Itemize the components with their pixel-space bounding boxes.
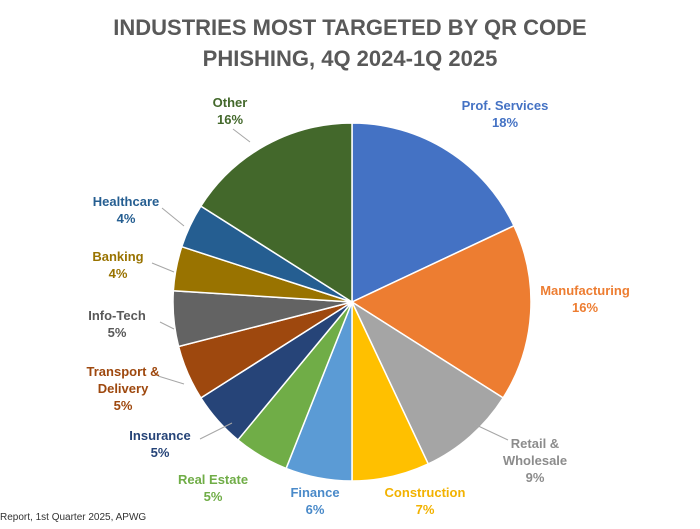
slice-name-line: Retail &: [511, 436, 559, 451]
slice-name-line: Transport &: [87, 364, 160, 379]
slice-name-line: Healthcare: [93, 194, 159, 209]
slice-name-line: Wholesale: [503, 453, 567, 468]
slice-percent: 18%: [492, 115, 518, 130]
slice-label-manufacturing: Manufacturing 16%: [540, 283, 630, 315]
slice-label-transport-delivery: Transport & Delivery 5%: [87, 364, 160, 413]
slice-label-construction: Construction 7%: [385, 485, 466, 517]
slice-name-line: Construction: [385, 485, 466, 500]
leader-line-banking: [151, 262, 175, 273]
slice-percent: 5%: [151, 445, 170, 460]
slice-labels: Prof. Services 18% Manufacturing 16% Retail …: [87, 95, 630, 517]
slice-percent: 16%: [217, 112, 243, 127]
slice-name-line: Real Estate: [178, 472, 248, 487]
slice-label-info-tech: Info-Tech 5%: [88, 308, 146, 340]
slice-name-line: Prof. Services: [462, 98, 549, 113]
leader-lines: [151, 128, 509, 441]
slice-label-finance: Finance 6%: [290, 485, 339, 517]
pie-slice-prof-services: [351, 122, 515, 304]
leader-line-healthcare: [161, 207, 185, 227]
slice-label-other: Other 16%: [213, 95, 248, 127]
slice-percent: 4%: [109, 266, 128, 281]
pie-slice-manufacturing: [350, 224, 532, 399]
leader-line-retail-wholesale: [473, 423, 509, 441]
slice-percent: 5%: [204, 489, 223, 504]
slice-label-prof-services: Prof. Services 18%: [462, 98, 549, 130]
pie-slice-retail-wholesale: [350, 299, 505, 465]
slice-label-healthcare: Healthcare 4%: [93, 194, 159, 226]
slice-percent: 5%: [114, 398, 133, 413]
slice-percent: 7%: [416, 502, 435, 517]
pie-slices: [172, 122, 532, 482]
slice-label-real-estate: Real Estate 5%: [178, 472, 248, 504]
leader-line-other: [232, 128, 251, 143]
slice-name-line: Other: [213, 95, 248, 110]
leader-line-insurance: [199, 422, 233, 440]
slice-name-line: Delivery: [98, 381, 149, 396]
slice-name-line: Finance: [290, 485, 339, 500]
slice-name-line: Manufacturing: [540, 283, 630, 298]
slice-name-line: Insurance: [129, 428, 190, 443]
pie-slice-other: [199, 122, 353, 304]
slice-percent: 9%: [526, 470, 545, 485]
chart-title: INDUSTRIES MOST TARGETED BY QR CODE PHIS…: [113, 15, 586, 71]
slice-label-banking: Banking 4%: [92, 249, 143, 281]
chart-title-line-2: PHISHING, 4Q 2024-1Q 2025: [203, 46, 498, 71]
leader-line-transport-delivery: [157, 375, 185, 385]
slice-name-line: Banking: [92, 249, 143, 264]
slice-label-retail-wholesale: Retail & Wholesale 9%: [503, 436, 567, 485]
slice-percent: 6%: [306, 502, 325, 517]
chart-title-line-1: INDUSTRIES MOST TARGETED BY QR CODE: [113, 15, 586, 40]
slice-percent: 4%: [117, 211, 136, 226]
leader-line-info-tech: [159, 321, 175, 330]
slice-label-insurance: Insurance 5%: [129, 428, 190, 460]
source-note: Report, 1st Quarter 2025, APWG: [0, 512, 147, 523]
slice-name-line: Info-Tech: [88, 308, 146, 323]
slice-percent: 16%: [572, 300, 598, 315]
slice-percent: 5%: [108, 325, 127, 340]
